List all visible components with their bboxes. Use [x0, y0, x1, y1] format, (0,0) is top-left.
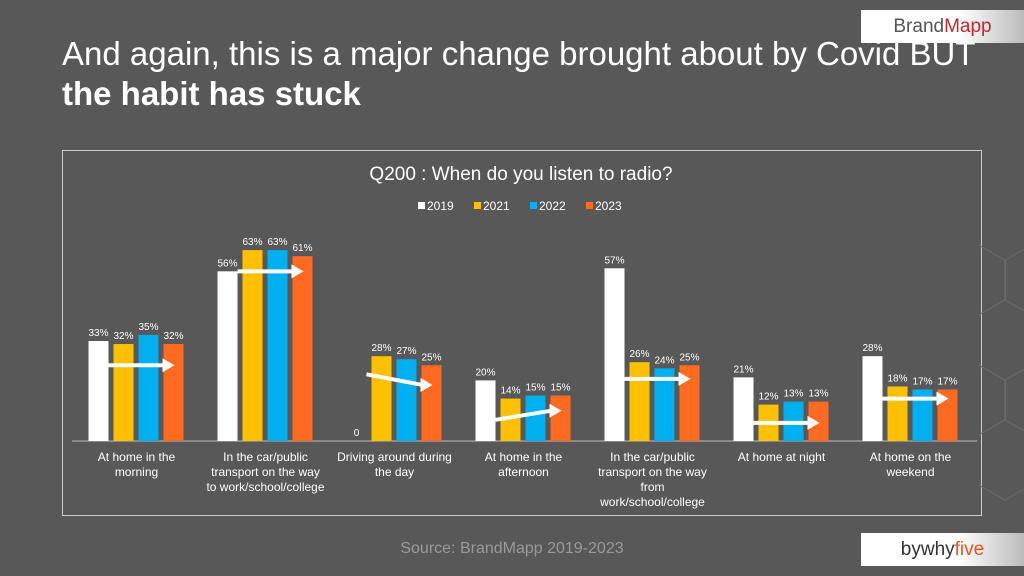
plot-background [63, 151, 979, 513]
bar-2023 [421, 365, 442, 441]
bywhyfive-logo: bywhyfive [861, 533, 1024, 566]
data-label: 61% [292, 243, 312, 254]
bar-2022 [267, 250, 288, 441]
legend-label-2021: 2021 [483, 199, 510, 213]
bar-2019 [217, 271, 238, 441]
category-label: Driving around during [337, 450, 452, 464]
category-label: At home in the [98, 450, 176, 464]
category-label: the day [375, 465, 414, 479]
data-label: 15% [550, 383, 570, 394]
bar-2023 [163, 344, 184, 441]
bar-2022 [654, 368, 675, 441]
data-label: 32% [163, 331, 183, 342]
trend-arrowhead [549, 403, 562, 418]
data-label: 25% [421, 352, 441, 363]
category-label: transport on the way [598, 465, 707, 479]
category-label: In the car/public [223, 450, 308, 464]
data-label: 13% [808, 389, 828, 400]
bar-2021 [242, 250, 263, 441]
legend-label-2019: 2019 [427, 199, 454, 213]
category-label: At home on the [870, 450, 952, 464]
legend-label-2022: 2022 [539, 199, 566, 213]
category-label: from [641, 480, 665, 494]
source-note: Source: BrandMapp 2019-2023 [400, 540, 624, 557]
trend-arrowhead [678, 371, 691, 386]
bar-2023 [808, 401, 829, 441]
data-label: 27% [396, 346, 416, 357]
trend-arrowhead [936, 391, 949, 406]
data-label: 25% [679, 352, 699, 363]
category-label: to work/school/college [206, 480, 324, 494]
category-label: In the car/public [610, 450, 695, 464]
bar-2019 [475, 380, 496, 441]
bar-2023 [550, 395, 571, 441]
trend-arrowhead [162, 358, 175, 373]
legend-swatch-2019 [418, 202, 425, 209]
hexagon-decoration [1004, 248, 1024, 312]
data-label: 17% [912, 376, 932, 387]
chart-frame [62, 150, 982, 516]
data-label: 0 [354, 428, 360, 439]
bar-2023 [679, 365, 700, 441]
legend-swatch-2023 [586, 202, 593, 209]
category-label: morning [115, 465, 158, 479]
data-label: 28% [371, 343, 391, 354]
data-label: 63% [242, 237, 262, 248]
trend-arrow [495, 408, 552, 422]
trend-arrow [366, 372, 423, 387]
data-label: 32% [113, 331, 133, 342]
bar-2022 [138, 334, 159, 441]
brandmapp-logo: BrandMapp [861, 10, 1024, 43]
data-label: 17% [937, 376, 957, 387]
data-label: 14% [500, 386, 520, 397]
bar-2019 [862, 356, 883, 441]
legend-label-2023: 2023 [595, 199, 622, 213]
data-label: 63% [267, 237, 287, 248]
chart-title: Q200 : When do you listen to radio? [369, 164, 672, 185]
data-label: 18% [887, 373, 907, 384]
data-label: 28% [862, 343, 882, 354]
bar-2019 [733, 377, 754, 441]
data-label: 35% [138, 322, 158, 333]
category-label: work/school/college [599, 495, 705, 509]
data-label: 57% [604, 255, 624, 266]
bar-2023 [292, 256, 313, 441]
data-label: 12% [758, 392, 778, 403]
bar-2021 [371, 356, 392, 441]
category-label: transport on the way [211, 465, 320, 479]
trend-arrowhead [807, 415, 820, 430]
slide-title: And again, this is a major change brough… [62, 35, 975, 112]
data-label: 20% [475, 367, 495, 378]
bar-2019 [604, 268, 625, 441]
bar-2019 [88, 341, 109, 441]
category-label: At home in the [485, 450, 563, 464]
data-label: 24% [654, 355, 674, 366]
bar-2023 [937, 389, 958, 441]
data-label: 13% [783, 389, 803, 400]
bar-2022 [396, 359, 417, 441]
trend-arrowhead [420, 377, 433, 392]
trend-arrowhead [291, 264, 304, 279]
bar-2021 [887, 386, 908, 441]
hexagon-decoration [1004, 368, 1024, 432]
category-label: At home at night [738, 450, 826, 464]
data-label: 26% [629, 349, 649, 360]
data-label: 33% [88, 328, 108, 339]
legend-swatch-2021 [474, 202, 481, 209]
legend-swatch-2022 [530, 202, 537, 209]
bar-2021 [500, 398, 521, 441]
data-label: 56% [217, 258, 237, 269]
data-label: 15% [525, 383, 545, 394]
bar-2021 [629, 362, 650, 441]
data-label: 21% [733, 364, 753, 375]
category-label: afternoon [498, 465, 549, 479]
bar-2022 [525, 395, 546, 441]
bar-2021 [113, 344, 134, 441]
category-label: weekend [885, 465, 934, 479]
bar-2022 [912, 389, 933, 441]
